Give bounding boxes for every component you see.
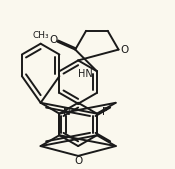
Text: N: N (63, 107, 71, 117)
Text: O: O (120, 45, 129, 55)
Text: F: F (102, 107, 108, 117)
Text: HN: HN (78, 69, 92, 79)
Text: O: O (50, 35, 58, 45)
Text: O: O (74, 156, 82, 166)
Text: CH₃: CH₃ (32, 31, 49, 40)
